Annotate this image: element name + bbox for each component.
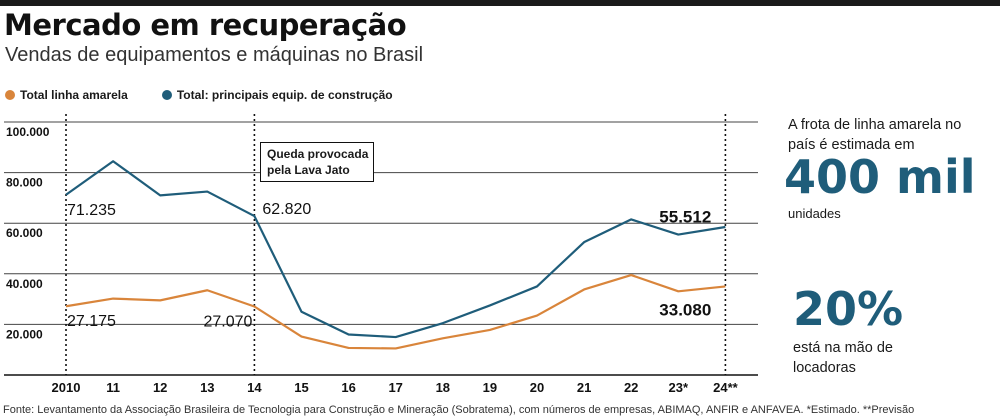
data-label: 55.512 bbox=[659, 208, 711, 227]
series-line-construcao bbox=[65, 160, 726, 339]
x-tick-label: 23* bbox=[669, 380, 689, 395]
x-tick-label: 18 bbox=[436, 380, 450, 395]
legend: Total linha amarela Total: principais eq… bbox=[5, 88, 427, 102]
annotation-box: Queda provocada pela Lava Jato bbox=[260, 142, 375, 182]
y-tick-label: 20.000 bbox=[6, 327, 43, 341]
frota-unit: unidades bbox=[788, 206, 841, 221]
x-tick-label: 16 bbox=[341, 380, 355, 395]
pct-value: 20% bbox=[793, 282, 904, 336]
data-label: 71.235 bbox=[67, 202, 116, 219]
y-tick-label: 80.000 bbox=[6, 176, 43, 190]
x-tick-label: 19 bbox=[483, 380, 497, 395]
legend-dot-orange-icon bbox=[5, 90, 15, 100]
y-tick-label: 60.000 bbox=[6, 226, 43, 240]
annotation-line-1: Queda provocada bbox=[267, 147, 369, 161]
legend-dot-blue-icon bbox=[161, 90, 172, 100]
x-tick-label: 17 bbox=[388, 380, 402, 395]
chart-subtitle: Vendas de equipamentos e máquinas no Bra… bbox=[5, 44, 424, 66]
top-rule bbox=[0, 0, 1000, 6]
y-tick-label: 40.000 bbox=[6, 277, 43, 291]
series-line-linha-amarela bbox=[65, 273, 726, 350]
legend-item-construcao: Total: principais equip. de construção bbox=[161, 88, 393, 102]
source-note: Fonte: Levantamento da Associação Brasil… bbox=[3, 404, 915, 416]
legend-item-linha-amarela: Total linha amarela bbox=[5, 88, 128, 102]
x-tick-label: 12 bbox=[153, 380, 167, 395]
annotation-line-2: pela Lava Jato bbox=[267, 163, 350, 177]
x-tick-label: 15 bbox=[294, 380, 308, 395]
frota-value: 400 mil bbox=[784, 150, 976, 204]
data-label: 33.080 bbox=[659, 300, 711, 319]
x-tick-label: 13 bbox=[200, 380, 214, 395]
x-tick-label: 20 bbox=[530, 380, 544, 395]
line-chart: 100.000 80.000 60.000 40.000 20.000 2010 11 12 1… bbox=[4, 114, 758, 395]
y-tick-label: 100.000 bbox=[6, 125, 50, 139]
x-tick-label: 14 bbox=[247, 380, 262, 395]
legend-label-construcao: Total: principais equip. de construção bbox=[176, 88, 393, 102]
x-tick-label: 11 bbox=[106, 380, 120, 395]
frota-description: A frota de linha amarela no país é estim… bbox=[788, 117, 962, 153]
chart-title: Mercado em recuperação bbox=[4, 8, 407, 42]
x-tick-label: 24** bbox=[713, 380, 739, 395]
pct-description: está na mão de locadoras bbox=[793, 340, 893, 376]
legend-label-linha-amarela: Total linha amarela bbox=[20, 88, 128, 102]
data-label: 27.175 bbox=[67, 313, 116, 330]
x-tick-label: 22 bbox=[624, 380, 638, 395]
data-label: 27.070 bbox=[203, 314, 252, 331]
data-label: 62.820 bbox=[262, 201, 311, 218]
x-tick-label: 2010 bbox=[52, 380, 81, 395]
x-tick-label: 21 bbox=[577, 380, 591, 395]
